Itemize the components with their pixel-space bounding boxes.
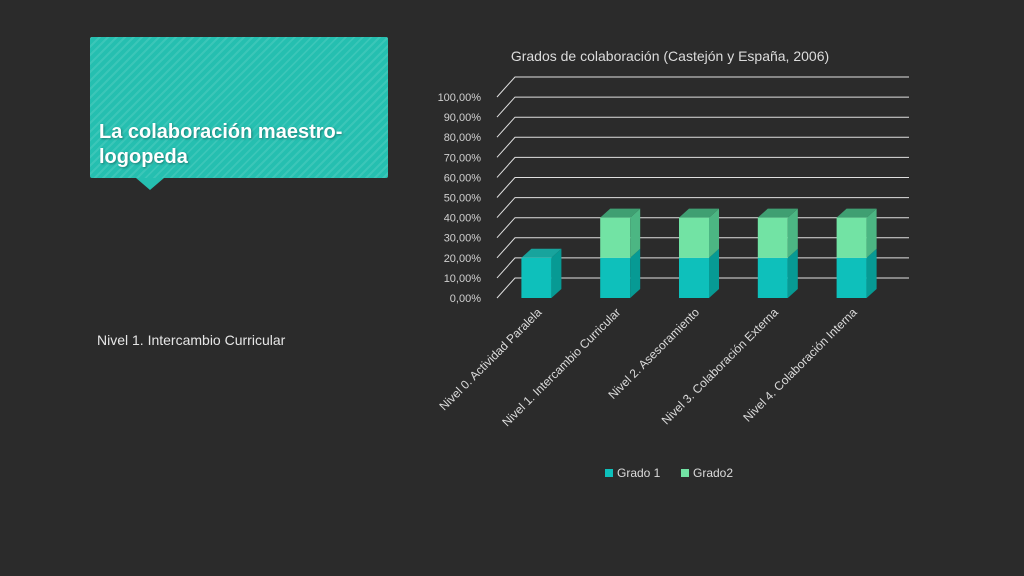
- bar-grado-2-top: [679, 208, 719, 218]
- y-tick-label: 50,00%: [444, 193, 482, 205]
- title-card: La colaboración maestro-logopeda: [90, 37, 388, 190]
- bar-grado-2-top: [757, 208, 798, 218]
- slide-body-text: Nivel 1. Intercambio Curricular: [97, 332, 286, 348]
- slide-title: La colaboración maestro-logopeda: [99, 121, 343, 168]
- bar-grado-1-side: [630, 248, 641, 298]
- legend-label: Grado 1: [617, 466, 661, 480]
- y-tick-label: 0,00%: [450, 293, 481, 305]
- y-tick-label: 100,00%: [438, 92, 482, 104]
- legend-label: Grado2: [693, 466, 733, 480]
- bar-grado-2-top: [836, 208, 877, 218]
- bar-grado-2-side: [787, 208, 798, 258]
- y-tick-label: 90,00%: [444, 112, 482, 124]
- y-tick-label: 40,00%: [444, 213, 482, 225]
- bar-grado-2-side: [866, 208, 877, 258]
- gridline: [496, 116, 909, 138]
- bar-grado-1-top: [521, 248, 562, 258]
- bar-grado-1-side: [551, 248, 562, 298]
- bar-grado-2-side: [630, 208, 641, 258]
- gridline: [496, 197, 909, 218]
- gridline: [496, 136, 909, 158]
- bar-grado-1: [836, 257, 867, 298]
- bar-grado-1: [679, 257, 709, 298]
- bar-grado-1: [521, 257, 552, 298]
- legend-swatch: [681, 469, 689, 477]
- y-tick-label: 80,00%: [444, 132, 482, 144]
- bar-grado-2-top: [600, 208, 641, 218]
- bar-grado-1-side: [787, 248, 798, 298]
- bar-grado-2: [836, 217, 867, 258]
- y-tick-label: 60,00%: [444, 172, 482, 184]
- title-card-pointer: [136, 178, 164, 190]
- y-tick-label: 10,00%: [444, 273, 482, 285]
- legend-swatch: [605, 469, 613, 477]
- gridline: [496, 177, 909, 198]
- bar-grado-1: [757, 257, 788, 298]
- bar-grado-1: [600, 257, 631, 298]
- gridline: [496, 96, 909, 118]
- bar-grado-1-side: [709, 248, 719, 298]
- y-tick-label: 20,00%: [444, 253, 482, 265]
- bar-grado-2: [679, 217, 709, 258]
- y-tick-label: 30,00%: [444, 233, 482, 245]
- bar-grado-2: [600, 217, 631, 258]
- gridline: [496, 76, 909, 98]
- gridline: [496, 156, 909, 178]
- chart-title: Grados de colaboración (Castejón y Españ…: [511, 48, 829, 64]
- bar-grado-2-side: [709, 208, 719, 258]
- y-tick-label: 70,00%: [444, 152, 482, 164]
- bar-grado-1-side: [866, 248, 877, 298]
- bar-grado-2: [757, 217, 788, 258]
